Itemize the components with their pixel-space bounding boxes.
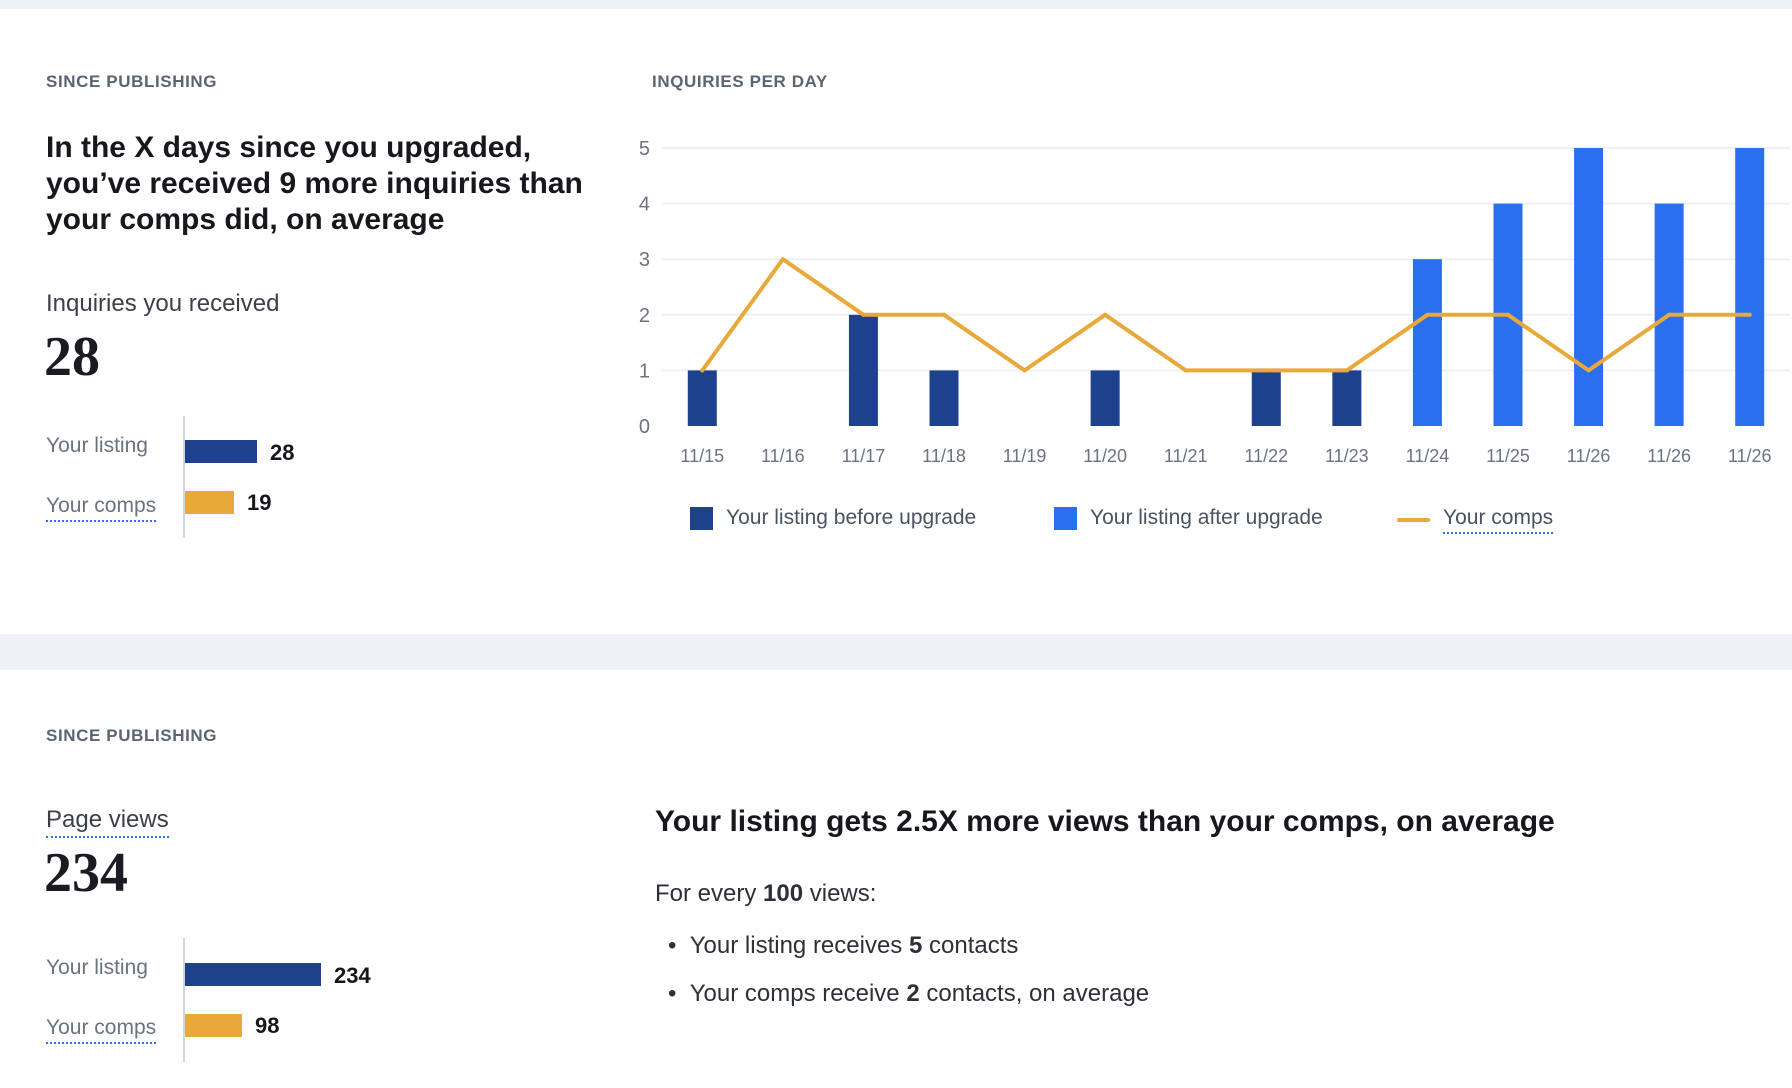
x-tick-label: 11/20 <box>1083 446 1127 466</box>
bullet-listing-number: 5 <box>908 932 923 959</box>
legend-label-comps[interactable]: Your comps <box>1443 506 1554 534</box>
value-your-comps-views: 98 <box>255 1013 280 1038</box>
bullet-comps-number: 2 <box>906 980 920 1007</box>
bar-before-upgrade <box>1332 370 1362 426</box>
y-tick-label: 3 <box>639 249 650 271</box>
bar-after-upgrade <box>1735 148 1765 426</box>
x-tick-label: 11/19 <box>1003 446 1047 466</box>
x-tick-label: 11/16 <box>761 446 805 466</box>
x-tick-label: 11/25 <box>1486 446 1530 466</box>
comps-point <box>1344 368 1349 373</box>
bullet-your-comps: • Your comps receive 2 contacts, on aver… <box>668 980 1150 1007</box>
bar-before-upgrade <box>929 370 959 426</box>
per-views-line: For every 100 views: <box>655 880 876 908</box>
row-label-your-comps-2[interactable]: Your comps <box>46 1016 157 1044</box>
per-views-suffix: views: <box>803 880 877 907</box>
comps-point <box>942 312 946 317</box>
row-label-your-listing: Your listing <box>46 434 148 457</box>
y-tick-label: 1 <box>639 360 650 382</box>
comps-point <box>1103 312 1108 317</box>
value-your-comps: 19 <box>247 490 272 515</box>
x-tick-label: 11/15 <box>680 446 724 466</box>
bar-your-comps <box>185 491 234 514</box>
y-tick-label: 2 <box>639 305 650 327</box>
x-tick-label: 11/18 <box>922 446 966 466</box>
legend-swatch-after <box>1054 506 1077 530</box>
legend-label-after: Your listing after upgrade <box>1090 506 1323 529</box>
comps-point <box>1747 312 1752 317</box>
comps-point <box>780 257 785 262</box>
legend-after-upgrade: Your listing after upgrade <box>1054 506 1323 530</box>
comps-point <box>1586 368 1591 373</box>
x-tick-label: 11/17 <box>842 446 886 466</box>
section-eyebrow: SINCE PUBLISHING <box>46 72 218 91</box>
x-tick-label: 11/26 <box>1728 446 1772 466</box>
bullet-listing-prefix: Your listing receives <box>689 932 909 959</box>
bullet-listing-suffix: contacts <box>922 932 1019 959</box>
legend-label-before: Your listing before upgrade <box>726 506 977 529</box>
bullet-comps-prefix: Your comps receive <box>689 980 907 1007</box>
legend-swatch-comps <box>1397 518 1430 522</box>
bar-your-listing <box>185 440 257 463</box>
comps-line <box>700 257 1752 373</box>
inquiries-label: Inquiries you received <box>46 290 280 317</box>
x-tick-label: 11/23 <box>1325 446 1369 466</box>
comps-point <box>1506 312 1510 317</box>
x-tick-label: 11/21 <box>1164 446 1208 466</box>
page-views-label[interactable]: Page views <box>46 806 169 838</box>
comps-point <box>1022 368 1027 373</box>
y-tick-label: 4 <box>639 194 650 216</box>
bar-your-comps-views <box>185 1014 242 1037</box>
comps-point <box>861 312 866 317</box>
views-headline: Your listing gets 2.5X more views than y… <box>655 805 1555 838</box>
top-band <box>0 0 1792 9</box>
comps-point <box>1425 312 1430 317</box>
bar-before-upgrade <box>1251 370 1281 426</box>
mini-chart-axis <box>183 416 185 538</box>
x-tick-label: 11/22 <box>1244 446 1288 466</box>
legend-swatch-before <box>690 506 713 530</box>
comps-point <box>1667 312 1672 317</box>
inquiries-total: 28 <box>44 326 100 388</box>
value-your-listing: 28 <box>270 440 295 465</box>
bar-after-upgrade <box>1412 259 1442 426</box>
x-tick-label: 11/26 <box>1567 446 1611 466</box>
section-divider <box>0 634 1792 670</box>
page-views-total: 234 <box>44 842 128 904</box>
bar-before-upgrade <box>687 370 717 426</box>
comps-point <box>1264 368 1269 373</box>
mini-chart-axis-2 <box>183 938 185 1062</box>
bar-after-upgrade <box>1574 148 1604 426</box>
value-your-listing-views: 234 <box>334 963 371 988</box>
row-label-your-listing-2: Your listing <box>46 956 148 979</box>
bullet-comps-suffix: contacts, on average <box>919 980 1150 1007</box>
inquiries-headline: In the X days since you upgraded, you’ve… <box>46 131 583 236</box>
bullet-your-listing: • Your listing receives 5 contacts <box>668 932 1019 959</box>
y-tick-label: 5 <box>639 138 650 160</box>
legend-comps: Your comps <box>1397 506 1554 534</box>
legend-before-upgrade: Your listing before upgrade <box>690 506 976 530</box>
section-eyebrow-2: SINCE PUBLISHING <box>46 726 218 745</box>
chart-eyebrow: INQUIRIES PER DAY <box>652 72 828 91</box>
comps-point <box>1183 368 1188 373</box>
y-tick-label: 0 <box>639 416 650 438</box>
row-label-your-comps[interactable]: Your comps <box>46 494 157 522</box>
x-tick-label: 11/26 <box>1647 446 1691 466</box>
comps-point <box>700 368 705 373</box>
bar-before-upgrade <box>1090 370 1120 426</box>
bar-before-upgrade <box>848 314 878 426</box>
bar-your-listing-views <box>185 963 321 986</box>
x-tick-label: 11/24 <box>1406 446 1450 466</box>
inquiries-per-day-chart: 0 1 2 3 4 5 11/15 11/16 11/17 11/18 11/19 11/20 11/2… <box>639 138 1790 466</box>
per-views-prefix: For every <box>655 880 764 907</box>
per-views-number: 100 <box>763 880 804 907</box>
